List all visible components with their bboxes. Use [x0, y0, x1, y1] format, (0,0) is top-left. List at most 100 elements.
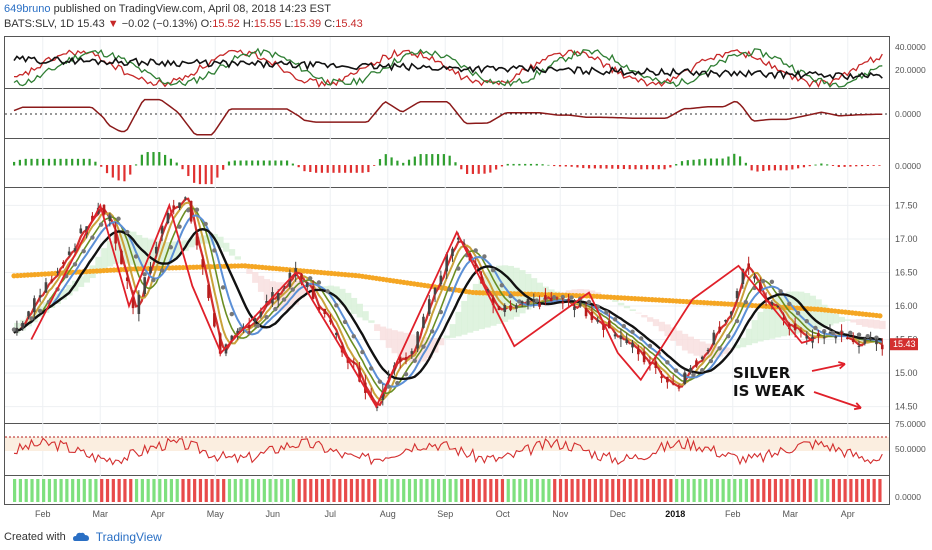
- tradingview-logo[interactable]: TradingView: [95, 530, 162, 544]
- symbol-label[interactable]: BATS:SLV, 1D: [4, 18, 75, 30]
- zigzag-pattern: [30, 202, 814, 409]
- histogram-bar: [129, 165, 132, 175]
- trend-bar: [518, 479, 522, 502]
- grey-ma-dot: [586, 299, 592, 305]
- candle-body: [317, 306, 321, 311]
- ma-line: [13, 214, 883, 388]
- trend-bar: [274, 479, 278, 502]
- trend-bar: [355, 479, 359, 502]
- trend-bar: [564, 479, 568, 502]
- cloud-slice: [873, 319, 880, 329]
- histogram-bar: [727, 156, 730, 166]
- price-tick-label: 15.00: [895, 368, 918, 378]
- trend-bar: [541, 479, 545, 502]
- down-arrow-icon: ▼: [107, 18, 119, 30]
- grey-ma-dot: [612, 317, 618, 322]
- candle-body: [834, 336, 838, 339]
- histogram-bar: [419, 154, 422, 166]
- trend-bar: [88, 479, 92, 502]
- trend-bar: [152, 479, 156, 502]
- candle-body: [666, 376, 669, 383]
- trend-bar: [820, 479, 824, 502]
- cloud-slice: [95, 256, 102, 274]
- cloud-slice: [66, 284, 73, 296]
- grey-ma-dot: [499, 283, 505, 288]
- candle-body: [213, 313, 216, 327]
- cloud-slice: [48, 297, 56, 309]
- trend-bar: [686, 479, 690, 502]
- cloud-slice: [879, 320, 886, 330]
- grey-ma-dot: [769, 279, 775, 284]
- price-tick-label: 16.00: [895, 301, 918, 311]
- histogram-bar: [500, 165, 504, 167]
- grey-ma-dot: [787, 301, 792, 307]
- cloud-slice: [792, 291, 799, 335]
- histogram-bar: [512, 163, 515, 166]
- cloud-slice: [25, 315, 32, 327]
- cloud-slice: [368, 320, 375, 323]
- grey-ma-dot: [255, 323, 261, 328]
- open-label: O:: [200, 18, 213, 30]
- cloud-slice: [774, 296, 782, 338]
- grey-ma-dot: [534, 298, 539, 303]
- histogram-bar: [76, 158, 80, 166]
- cloud-slice: [844, 319, 851, 321]
- histogram-bar: [338, 165, 341, 173]
- histogram-bar: [402, 162, 405, 166]
- histogram-bar: [477, 165, 480, 174]
- histogram-bar: [71, 158, 74, 166]
- histogram-bar: [843, 165, 846, 167]
- cloud-slice: [745, 328, 753, 346]
- trend-bar: [24, 479, 28, 502]
- cloud-slice: [635, 312, 642, 314]
- cloud-slice: [484, 271, 491, 328]
- pane-histogram: [4, 138, 890, 188]
- histogram-bar: [315, 165, 318, 173]
- grey-ma-dot: [386, 384, 391, 389]
- trend-bar: [396, 479, 400, 502]
- grey-ma-dot: [473, 248, 478, 253]
- grey-ma-dot: [377, 379, 383, 384]
- histogram-bar: [460, 165, 463, 170]
- histogram-bar: [262, 160, 265, 166]
- trend-bar: [251, 479, 255, 502]
- author-link[interactable]: 649bruno: [4, 3, 51, 15]
- cloud-slice: [426, 337, 433, 358]
- candle-body: [189, 200, 193, 222]
- cloud-slice: [832, 313, 840, 324]
- trend-bar: [384, 479, 388, 502]
- histogram-bar: [541, 164, 544, 166]
- histogram-bar: [611, 165, 614, 169]
- trend-bar: [146, 479, 150, 502]
- grey-ma-dot: [37, 308, 43, 314]
- histogram-bar: [709, 158, 713, 166]
- histogram-bar: [797, 165, 800, 169]
- candle-body: [799, 330, 803, 333]
- trend-bar: [18, 479, 23, 502]
- grey-ma-dot: [325, 289, 330, 294]
- candle-body: [398, 356, 402, 363]
- cloud-slice: [565, 290, 573, 294]
- candle-body: [178, 202, 181, 209]
- grey-ma-dot: [290, 287, 295, 292]
- histogram-bar: [634, 165, 637, 170]
- histogram-bar: [506, 163, 509, 166]
- cloud-slice: [652, 319, 660, 327]
- histogram-bar: [495, 165, 498, 170]
- histogram-bar: [233, 160, 236, 166]
- grey-ma-dot: [673, 368, 679, 373]
- grey-ma-dot: [168, 245, 174, 250]
- candle-body: [532, 299, 536, 303]
- trend-bar: [773, 479, 778, 502]
- cloud-slice: [809, 295, 816, 331]
- trend-bars: [13, 479, 882, 502]
- trend-bar: [855, 479, 859, 502]
- candle-body: [195, 233, 199, 246]
- grey-ma-dot: [133, 254, 139, 259]
- trend-bar: [483, 479, 487, 502]
- grey-ma-dot: [281, 297, 287, 302]
- ma-line: [13, 227, 883, 380]
- cloud-slice: [722, 347, 729, 354]
- close-value: 15.43: [335, 18, 363, 30]
